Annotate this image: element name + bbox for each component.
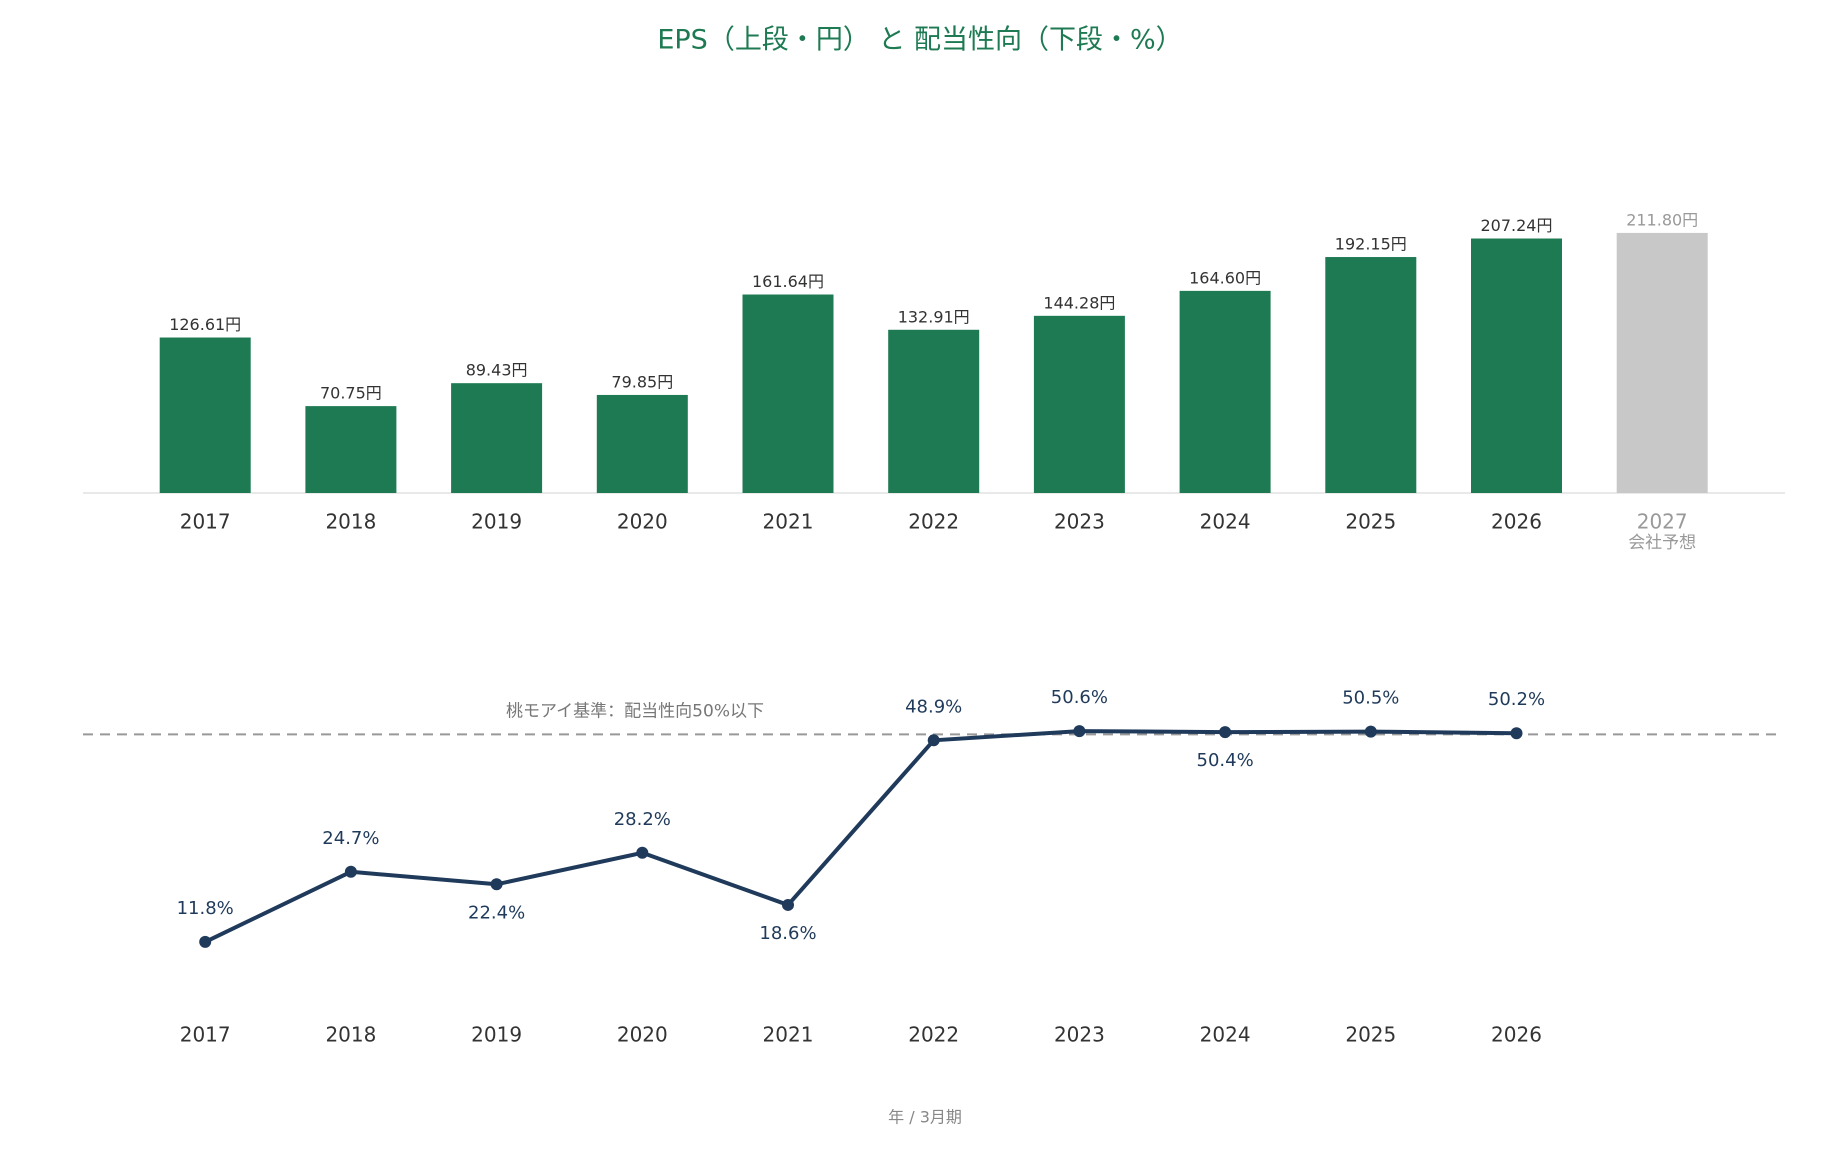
value-label: 144.28円 [1043,293,1115,312]
x-tick-label: 2025 [1345,510,1396,534]
x-tick-label: 2022 [908,1023,959,1047]
value-label: 89.43円 [466,361,528,380]
point [199,935,212,948]
reference-label: 桃モアイ基準：配当性向50%以下 [506,701,764,721]
x-tick-label: 2019 [471,510,522,534]
bar [451,383,543,493]
x-tick-label: 2024 [1200,510,1251,534]
x-tick-label: 2023 [1054,510,1105,534]
point [1364,725,1377,738]
point [782,898,794,911]
value-label: 70.75円 [320,384,382,403]
x-tick-label: 2024 [1200,1023,1251,1047]
value-label: 132.91円 [898,307,970,326]
point [636,846,649,859]
x-tick-label: 2023 [1054,1023,1105,1047]
value-label: 126.61円 [169,315,241,334]
value-label: 22.4% [468,902,525,923]
x-tick-label: 2018 [325,1023,376,1047]
value-label: 50.2% [1488,689,1545,710]
value-label: 50.5% [1342,688,1399,709]
bar [305,406,397,493]
x-tick-label: 2019 [471,1023,522,1047]
x-tick-label: 2027 [1637,510,1688,534]
value-label: 192.15円 [1335,235,1407,254]
bar [742,294,834,493]
x-tick-label: 2020 [617,1023,668,1047]
x-tick-label: 2025 [1345,1023,1396,1047]
point [344,865,357,878]
x-tick-label: 2017 [180,510,231,534]
x-tick-label: 2020 [617,510,668,534]
point [490,878,503,891]
point [1510,727,1523,740]
value-label: 18.6% [759,923,816,944]
bar [1179,290,1271,493]
bar [1616,232,1708,493]
value-label: 161.64円 [752,272,824,291]
x-tick-label: 2021 [763,1023,814,1047]
line [204,729,1517,944]
point [927,734,940,747]
value-label: 48.9% [905,696,962,717]
point [1073,725,1086,738]
bar [159,337,251,493]
bar [888,329,980,493]
bar [1471,238,1562,493]
x-axis-label: 年 / 3月期 [888,1108,962,1127]
value-label: 211.80円 [1626,210,1698,229]
chart-title: EPS（上段・円） と 配当性向（下段・%） [657,25,1182,56]
value-label: 11.8% [177,898,234,919]
x-tick-label: 2018 [325,510,376,534]
value-label: 50.4% [1197,750,1254,771]
x-tick-label: 2026 [1491,1023,1542,1047]
x-tick-label: 2017 [180,1023,231,1047]
value-label: 24.7% [322,828,379,849]
value-label: 164.60円 [1189,268,1261,287]
x-tick-label: 2026 [1491,510,1542,534]
point [1219,726,1232,739]
bar [596,394,688,493]
x-tick-label: 2022 [908,510,959,534]
bar [1325,257,1417,493]
value-label: 79.85円 [611,372,673,391]
bar [1033,315,1125,493]
value-label: 207.24円 [1481,216,1553,235]
forecast-label: 会社予想 [1628,533,1696,553]
value-label: 28.2% [614,809,671,830]
x-tick-label: 2021 [763,510,814,534]
value-label: 50.6% [1051,687,1108,708]
